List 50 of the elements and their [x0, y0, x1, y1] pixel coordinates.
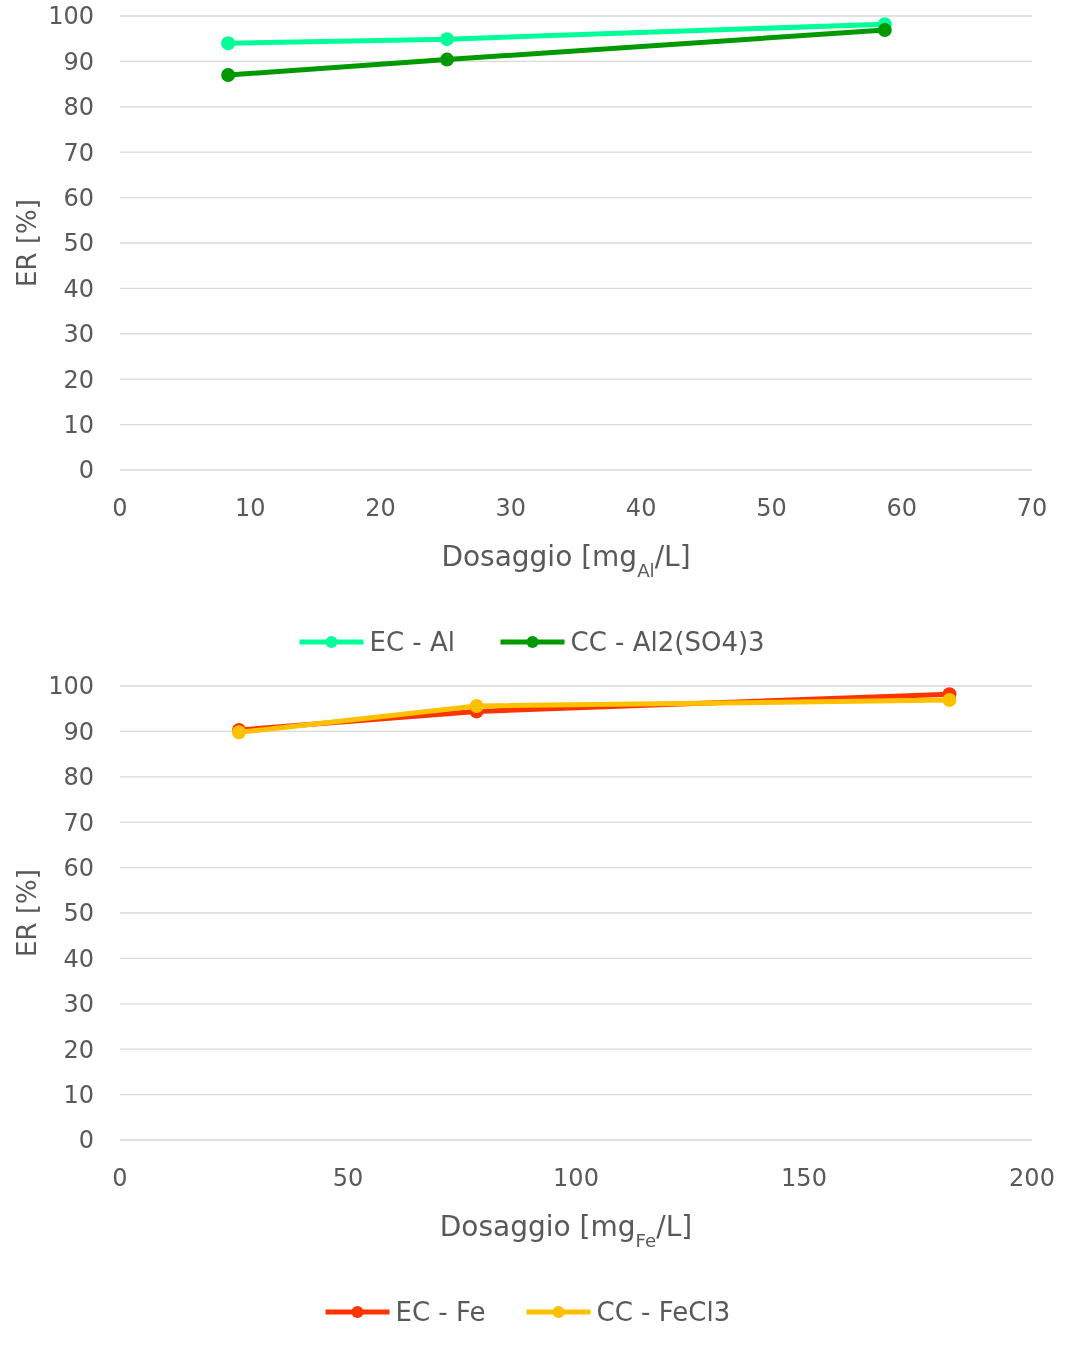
y-tick-label: 100 — [48, 2, 94, 31]
point — [877, 23, 892, 38]
y-tick-label: 90 — [63, 717, 94, 746]
x-tick-label: 30 — [495, 494, 527, 522]
y-tick-label: 100 — [48, 672, 94, 701]
y-tick-label: 20 — [63, 365, 94, 394]
y-tick-label: 40 — [63, 274, 94, 303]
y-tick-label: 80 — [63, 763, 94, 792]
y-tick-label: 20 — [63, 1035, 94, 1064]
legend-label: CC - Al2(SO4)3 — [570, 627, 765, 658]
y-tick-label: 30 — [63, 320, 94, 349]
x-tick-label: 70 — [1016, 494, 1048, 522]
y-tick-label: 80 — [63, 93, 94, 122]
y-tick-label: 70 — [63, 138, 94, 167]
x-axis-title: Dosaggio [mg$_{Al}$/L] — [441, 540, 691, 581]
x-tick-label: 50 — [332, 1164, 364, 1192]
point — [221, 36, 236, 51]
point — [942, 693, 957, 708]
x-axis-title: Dosaggio [mg$_{Fe}$/L] — [439, 1210, 693, 1251]
y-tick-label: 60 — [63, 854, 94, 882]
legend-label: CC - FeCl3 — [596, 1297, 731, 1328]
x-tick-label: 200 — [1009, 1164, 1055, 1192]
y-tick-label: 70 — [63, 808, 94, 837]
point — [469, 698, 484, 713]
y-tick-label: 40 — [63, 944, 94, 973]
x-tick-label: 50 — [756, 494, 787, 522]
y-tick-label: 50 — [63, 899, 94, 928]
x-tick-label: 0 — [112, 1164, 128, 1192]
y-tick-label: 90 — [63, 47, 94, 76]
point — [221, 68, 236, 83]
y-tick-label: 60 — [63, 184, 94, 212]
y-tick-label: 50 — [63, 229, 94, 258]
x-tick-label: 60 — [886, 494, 917, 522]
y-tick-label: 30 — [63, 990, 94, 1019]
point — [440, 52, 455, 67]
x-tick-label: 40 — [625, 494, 657, 522]
y-axis-title: ER [%] — [12, 869, 42, 957]
y-tick-label: 0 — [78, 456, 94, 485]
y-tick-label: 10 — [63, 411, 94, 439]
x-tick-label: 0 — [112, 494, 128, 522]
x-tick-label: 10 — [235, 494, 266, 522]
legend-label: EC - Al — [369, 627, 456, 658]
y-tick-label: 10 — [63, 1081, 94, 1109]
x-tick-label: 20 — [365, 494, 396, 522]
x-tick-label: 100 — [553, 1164, 599, 1192]
legend-label: EC - Fe — [395, 1297, 486, 1328]
point — [440, 32, 455, 47]
x-tick-label: 150 — [781, 1164, 827, 1192]
y-tick-label: 0 — [78, 1126, 94, 1155]
y-axis-title: ER [%] — [12, 199, 42, 287]
